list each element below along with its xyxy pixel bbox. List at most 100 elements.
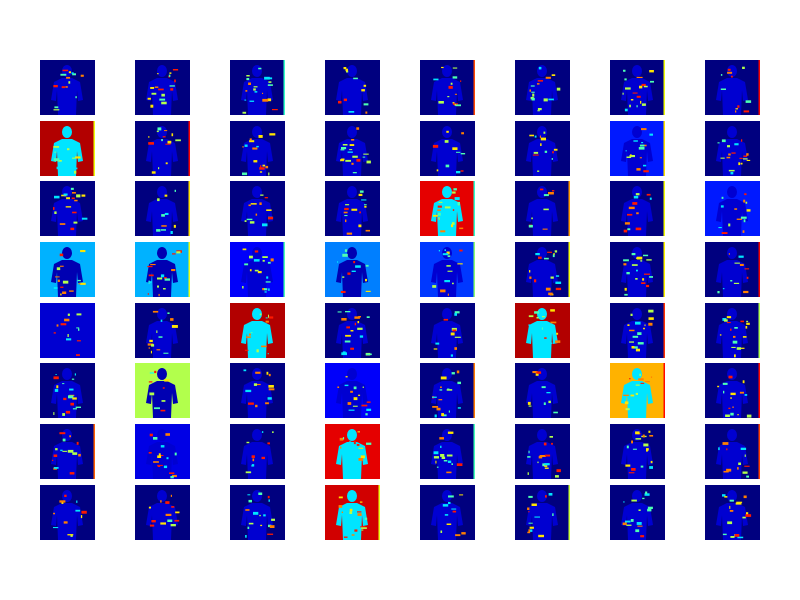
feature-map-panel (515, 60, 570, 115)
feature-map-image (325, 303, 380, 358)
feature-map-panel (610, 60, 665, 115)
feature-map-panel (230, 424, 285, 479)
feature-map-panel (135, 485, 190, 540)
feature-map-image (325, 363, 380, 418)
feature-map-image (230, 363, 285, 418)
feature-map-image (230, 181, 285, 236)
feature-map-panel (420, 242, 475, 297)
feature-map-image (705, 60, 760, 115)
feature-map-panel (230, 363, 285, 418)
feature-map-panel (515, 424, 570, 479)
feature-map-panel (325, 424, 380, 479)
feature-map-image (325, 60, 380, 115)
feature-map-panel (40, 303, 95, 358)
feature-map-image (230, 242, 285, 297)
feature-map-panel (610, 424, 665, 479)
feature-map-panel (420, 60, 475, 115)
feature-map-image (705, 121, 760, 176)
feature-map-panel (40, 242, 95, 297)
feature-map-image (135, 181, 190, 236)
feature-map-image (610, 181, 665, 236)
feature-map-image (135, 363, 190, 418)
feature-map-panel (230, 121, 285, 176)
feature-map-image (325, 181, 380, 236)
feature-map-panel (610, 181, 665, 236)
feature-map-image (40, 363, 95, 418)
feature-map-image (135, 303, 190, 358)
feature-map-image (230, 121, 285, 176)
feature-map-panel (705, 363, 760, 418)
feature-map-panel (515, 303, 570, 358)
feature-map-image (420, 303, 475, 358)
feature-map-image (230, 60, 285, 115)
feature-map-image (705, 485, 760, 540)
feature-map-panel (135, 181, 190, 236)
feature-map-panel (40, 60, 95, 115)
feature-map-panel (135, 303, 190, 358)
feature-map-image (135, 485, 190, 540)
feature-map-panel (705, 424, 760, 479)
feature-map-image (515, 121, 570, 176)
feature-map-image (610, 363, 665, 418)
feature-map-panel (420, 303, 475, 358)
feature-map-image (40, 303, 95, 358)
feature-map-image (420, 363, 475, 418)
feature-map-panel (325, 181, 380, 236)
feature-map-image (610, 485, 665, 540)
feature-map-panel (420, 181, 475, 236)
feature-map-panel (40, 485, 95, 540)
feature-map-image (515, 485, 570, 540)
feature-map-panel (230, 485, 285, 540)
feature-map-image (515, 303, 570, 358)
feature-map-image (135, 121, 190, 176)
feature-map-panel (610, 121, 665, 176)
feature-map-image (515, 242, 570, 297)
feature-map-image (515, 60, 570, 115)
feature-map-image (705, 363, 760, 418)
feature-map-image (610, 303, 665, 358)
feature-map-image (135, 424, 190, 479)
feature-map-panel (705, 60, 760, 115)
feature-map-panel (325, 242, 380, 297)
feature-map-image (325, 485, 380, 540)
feature-map-panel (705, 242, 760, 297)
feature-map-panel (705, 303, 760, 358)
feature-map-panel (325, 363, 380, 418)
feature-map-image (325, 121, 380, 176)
feature-map-image (705, 181, 760, 236)
feature-map-image (610, 242, 665, 297)
feature-map-panel (610, 242, 665, 297)
feature-map-panel (515, 181, 570, 236)
feature-map-image (610, 424, 665, 479)
feature-map-image (135, 60, 190, 115)
feature-map-image (230, 485, 285, 540)
feature-map-panel (325, 60, 380, 115)
feature-map-panel (610, 303, 665, 358)
feature-map-image (515, 424, 570, 479)
feature-map-image (610, 121, 665, 176)
feature-map-panel (40, 121, 95, 176)
feature-map-image (420, 424, 475, 479)
feature-map-image (610, 60, 665, 115)
feature-map-image (40, 242, 95, 297)
feature-map-image (40, 121, 95, 176)
feature-map-image (135, 242, 190, 297)
feature-map-panel (705, 121, 760, 176)
feature-map-panel (420, 363, 475, 418)
feature-map-panel (420, 424, 475, 479)
feature-map-panel (515, 242, 570, 297)
feature-map-panel (705, 485, 760, 540)
feature-map-panel (230, 60, 285, 115)
feature-map-image (230, 424, 285, 479)
feature-map-panel (515, 363, 570, 418)
feature-map-panel (40, 424, 95, 479)
feature-map-panel (230, 303, 285, 358)
feature-map-panel (135, 242, 190, 297)
feature-map-panel (420, 121, 475, 176)
feature-map-panel (325, 303, 380, 358)
feature-map-panel (135, 60, 190, 115)
feature-map-image (230, 303, 285, 358)
feature-map-panel (230, 181, 285, 236)
feature-map-image (420, 242, 475, 297)
